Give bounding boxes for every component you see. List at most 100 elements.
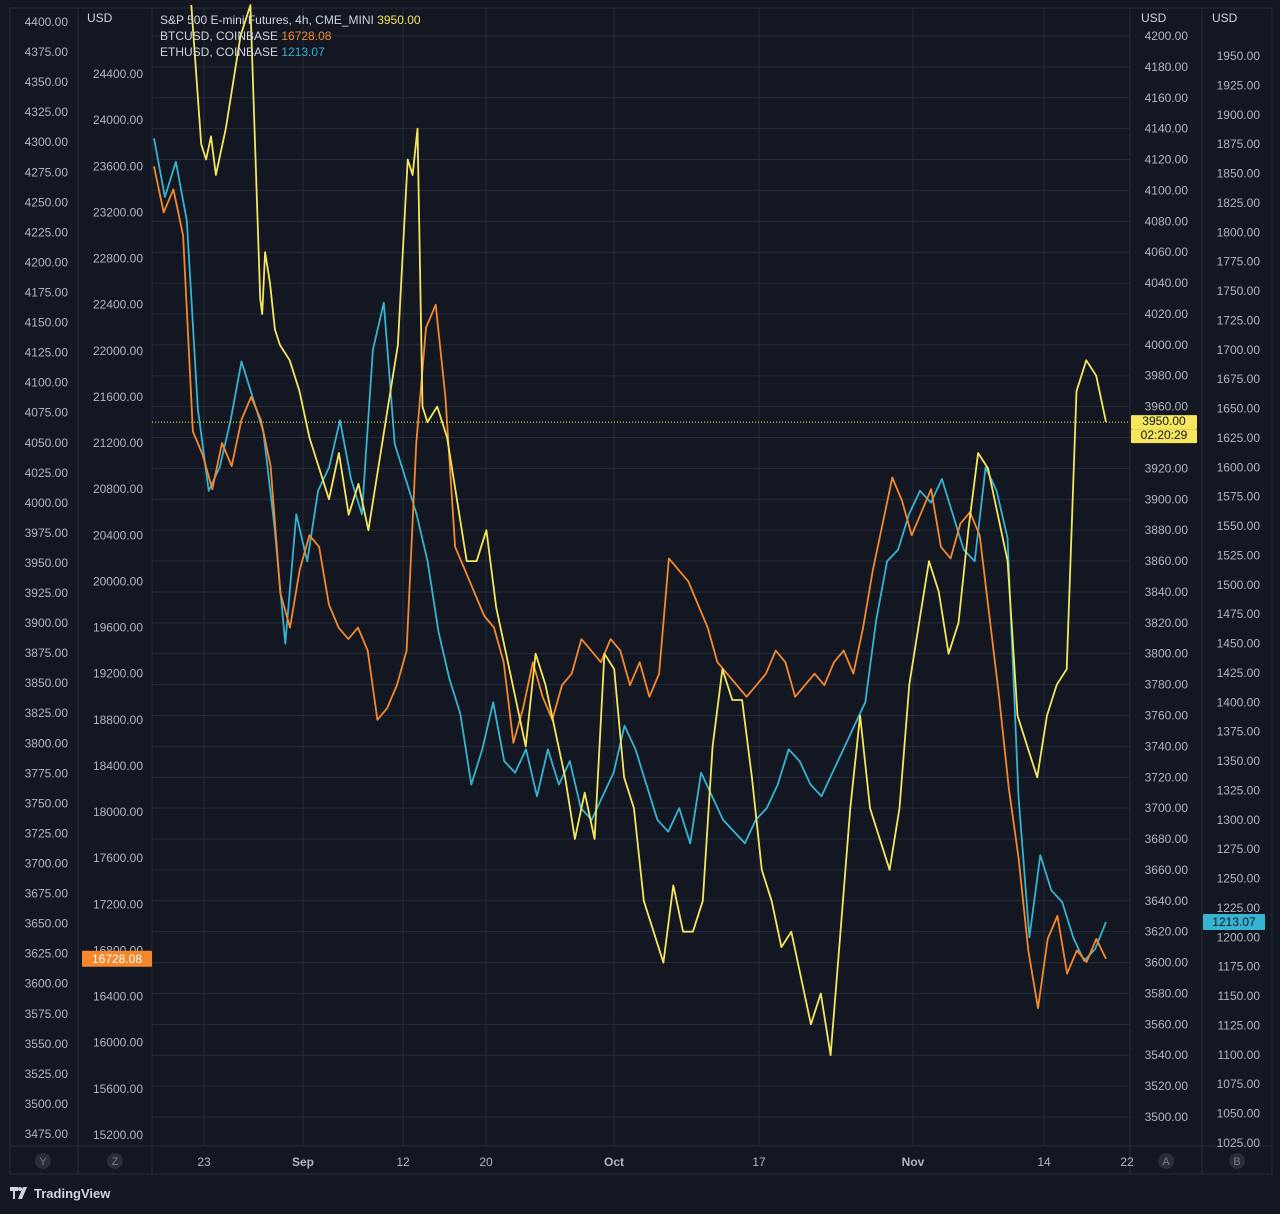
- legend-series-name: BTCUSD, COINBASE: [160, 29, 281, 43]
- left-axis-tick-label: 3600.00: [25, 977, 69, 991]
- eth-axis-tick-label: 1725.00: [1217, 313, 1261, 327]
- left-axis-tick-label: 3675.00: [25, 887, 69, 901]
- tradingview-branding[interactable]: TradingView: [10, 1182, 110, 1204]
- eth-axis-tick-label: 1950.00: [1217, 49, 1261, 63]
- btc-axis-tick-label: 21600.00: [93, 390, 143, 404]
- left-axis-tick-label: 4250.00: [25, 195, 69, 209]
- spx-axis-tick-label: 4120.00: [1145, 153, 1189, 167]
- spx-axis-tick-label: 3840.00: [1145, 585, 1189, 599]
- legend-row-0[interactable]: S&P 500 E-mini Futures, 4h, CME_MINI 395…: [160, 13, 421, 27]
- left-axis-tick-label: 3725.00: [25, 826, 69, 840]
- btc-axis-tick-label: 24400.00: [93, 67, 143, 81]
- btc-axis-tick-label: 20400.00: [93, 528, 143, 542]
- btc-axis-tick-label: 21200.00: [93, 436, 143, 450]
- eth-axis-tick-label: 1400.00: [1217, 695, 1261, 709]
- time-axis-label: 17: [752, 1155, 766, 1169]
- left-scale-button-label: Y: [39, 1156, 47, 1168]
- spx-axis-tick-label: 3700.00: [1145, 801, 1189, 815]
- eth-axis-tick-label: 1225.00: [1217, 901, 1261, 915]
- spx-series-line[interactable]: [190, 4, 1107, 1057]
- spx-axis-tick-label: 3580.00: [1145, 986, 1189, 1000]
- spx-axis-tick-label: 3680.00: [1145, 832, 1189, 846]
- legend-row-2[interactable]: ETHUSD, COINBASE 1213.07: [160, 45, 325, 59]
- left-axis-tick-label: 4075.00: [25, 406, 69, 420]
- legend-row-1[interactable]: BTCUSD, COINBASE 16728.08: [160, 29, 332, 43]
- btc-axis-tick-label: 22800.00: [93, 252, 143, 266]
- eth-axis-tick-label: 1675.00: [1217, 372, 1261, 386]
- spx-axis-tick-label: 3820.00: [1145, 616, 1189, 630]
- left-axis-tick-label: 3850.00: [25, 676, 69, 690]
- legend-series-value: 16728.08: [281, 29, 331, 43]
- ethusd-series-line[interactable]: [153, 138, 1107, 962]
- btcusd-series-line[interactable]: [153, 166, 1107, 1009]
- left-axis-tick-label: 3775.00: [25, 766, 69, 780]
- spx-axis-tick-label: 3880.00: [1145, 523, 1189, 537]
- btc-axis-tick-label: 19200.00: [93, 667, 143, 681]
- eth-axis-tick-label: 1850.00: [1217, 167, 1261, 181]
- time-axis-label: Sep: [292, 1155, 314, 1169]
- btc-axis-tick-label: 24000.00: [93, 113, 143, 127]
- tradingview-logo-icon: [10, 1187, 27, 1199]
- spx-axis-tick-label: 4140.00: [1145, 122, 1189, 136]
- left-axis-tick-label: 3625.00: [25, 947, 69, 961]
- spx-axis-tick-label: 3720.00: [1145, 770, 1189, 784]
- btc-axis-tick-label: 17200.00: [93, 897, 143, 911]
- eth-axis-tick-label: 1425.00: [1217, 666, 1261, 680]
- spx-axis-tick-label: 3560.00: [1145, 1017, 1189, 1031]
- left-axis-tick-label: 3575.00: [25, 1007, 69, 1021]
- left-axis-tick-label: 3900.00: [25, 616, 69, 630]
- legend-series-name: ETHUSD, COINBASE: [160, 45, 281, 59]
- chart-frame: [9, 7, 1273, 1175]
- eth-axis-tick-label: 1500.00: [1217, 578, 1261, 592]
- legend-series-value: 1213.07: [281, 45, 325, 59]
- left-axis-tick-label: 4200.00: [25, 255, 69, 269]
- left-scale-button[interactable]: [35, 1153, 51, 1169]
- right1-scale-button-label: A: [1162, 1156, 1170, 1168]
- left-axis-tick-label: 3825.00: [25, 706, 69, 720]
- spx-axis-tick-label: 3640.00: [1145, 894, 1189, 908]
- eth-axis-tick-label: 1800.00: [1217, 225, 1261, 239]
- right1-scale-button[interactable]: [1158, 1153, 1174, 1169]
- right2-scale-button[interactable]: [1229, 1153, 1245, 1169]
- eth-axis-tick-label: 1650.00: [1217, 402, 1261, 416]
- btc-axis-tick-label: 18000.00: [93, 805, 143, 819]
- left-axis-tick-label: 3550.00: [25, 1037, 69, 1051]
- left-axis-tick-label: 3500.00: [25, 1097, 69, 1111]
- eth-axis-tick-label: 1600.00: [1217, 460, 1261, 474]
- eth-price-tag: [1203, 913, 1265, 930]
- eth-axis-tick-label: 1825.00: [1217, 196, 1261, 210]
- spx-axis-tick-label: 3540.00: [1145, 1048, 1189, 1062]
- eth-price-tag-text: 1213.07: [1212, 915, 1256, 929]
- eth-axis-tick-label: 1750.00: [1217, 284, 1261, 298]
- spx-axis-tick-label: 3980.00: [1145, 369, 1189, 383]
- btc-axis-tick-label: 16000.00: [93, 1036, 143, 1050]
- spx-axis-tick-label: 3740.00: [1145, 739, 1189, 753]
- left-axis-tick-label: 4275.00: [25, 165, 69, 179]
- time-axis-label: Nov: [902, 1155, 925, 1169]
- spx-axis-tick-label: 3600.00: [1145, 956, 1189, 970]
- spx-axis-tick-label: 4080.00: [1145, 214, 1189, 228]
- eth-axis-tick-label: 1375.00: [1217, 725, 1261, 739]
- eth-axis-tick-label: 1575.00: [1217, 490, 1261, 504]
- spx-axis-tick-label: 4100.00: [1145, 183, 1189, 197]
- eth-axis-tick-label: 1875.00: [1217, 137, 1261, 151]
- eth-axis-tick-label: 1525.00: [1217, 548, 1261, 562]
- spx-axis-tick-label: 3620.00: [1145, 925, 1189, 939]
- eth-axis-tick-label: 1075.00: [1217, 1077, 1261, 1091]
- left-axis-tick-label: 3925.00: [25, 586, 69, 600]
- mid-scale-button[interactable]: [107, 1153, 123, 1169]
- left-axis-tick-label: 3525.00: [25, 1067, 69, 1081]
- spx-axis-tick-label: 3960.00: [1145, 400, 1189, 414]
- spx-axis-tick-label: 4040.00: [1145, 276, 1189, 290]
- spx-price-tag-text: 3950.00: [1142, 414, 1186, 428]
- left-axis-tick-label: 4150.00: [25, 316, 69, 330]
- eth-axis-tick-label: 1250.00: [1217, 872, 1261, 886]
- time-axis-label: Oct: [604, 1155, 624, 1169]
- left-axis-tick-label: 3475.00: [25, 1127, 69, 1141]
- btc-axis-tick-label: 15200.00: [93, 1128, 143, 1142]
- spx-countdown-tag-text: 02:20:29: [1141, 428, 1188, 442]
- left-axis-tick-label: 4325.00: [25, 105, 69, 119]
- btc-axis-tick-label: 18400.00: [93, 759, 143, 773]
